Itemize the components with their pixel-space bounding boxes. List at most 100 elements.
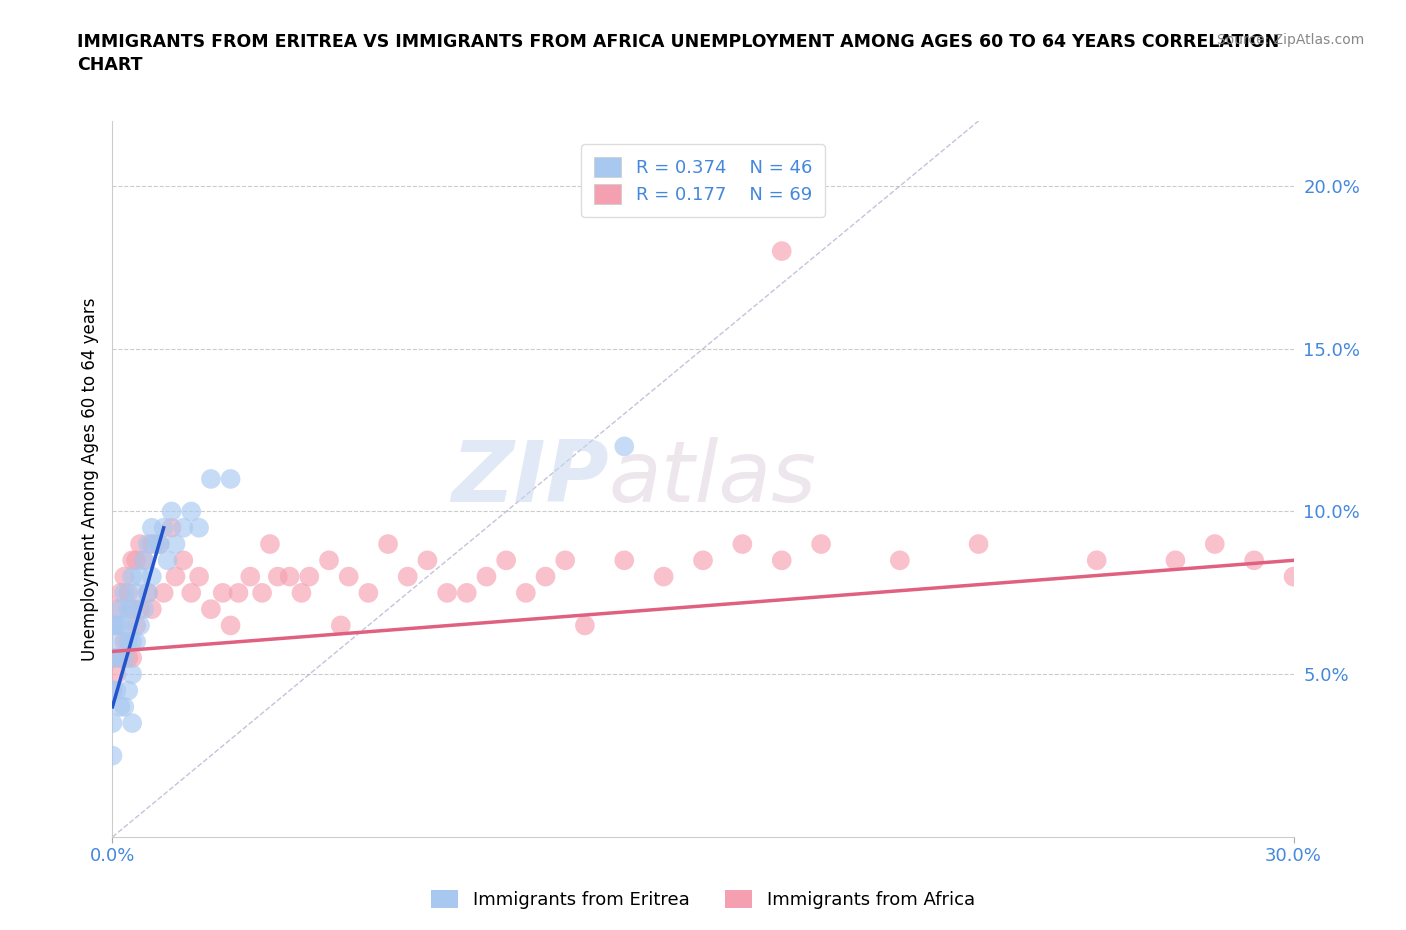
Point [160,521,183,536]
Point [396,569,419,584]
Point [239,569,262,584]
Point [259,537,281,551]
Point [112,569,135,584]
Point [117,586,139,601]
Point [298,569,321,584]
Point [141,521,163,536]
Point [141,537,163,551]
Point [172,552,194,567]
Point [267,569,290,584]
Point [110,634,132,649]
Point [810,537,832,551]
Point [278,569,301,584]
Point [515,586,537,601]
Point [117,683,139,698]
Point [141,569,163,584]
Point [105,667,128,682]
Point [377,537,399,551]
Point [105,602,128,617]
Point [105,651,128,666]
Point [250,586,273,601]
Point [534,569,557,584]
Point [110,699,132,714]
Point [105,683,128,698]
Point [129,618,152,633]
Point [136,537,159,551]
Point [337,569,360,584]
Point [121,552,143,567]
Point [770,552,793,567]
Point [180,504,202,519]
Point [152,586,174,601]
Point [228,586,250,601]
Point [125,618,148,633]
Point [574,618,596,633]
Point [416,552,439,567]
Point [290,586,312,601]
Text: atlas: atlas [609,437,817,521]
Point [101,651,124,666]
Point [188,521,211,536]
Point [117,602,139,617]
Point [132,602,155,617]
Point [731,537,754,551]
Point [1164,552,1187,567]
Y-axis label: Unemployment Among Ages 60 to 64 years: Unemployment Among Ages 60 to 64 years [80,298,98,660]
Point [101,716,124,731]
Point [613,552,636,567]
Point [132,552,155,567]
Point [770,244,793,259]
Legend: R = 0.374    N = 46, R = 0.177    N = 69: R = 0.374 N = 46, R = 0.177 N = 69 [582,144,824,217]
Point [101,683,124,698]
Point [456,586,478,601]
Point [121,602,143,617]
Point [125,552,148,567]
Point [967,537,990,551]
Point [318,552,340,567]
Point [101,651,124,666]
Point [357,586,380,601]
Point [436,586,458,601]
Point [152,521,174,536]
Point [112,586,135,601]
Point [129,537,152,551]
Point [121,602,143,617]
Point [112,618,135,633]
Point [125,634,148,649]
Point [132,552,155,567]
Point [1085,552,1108,567]
Point [329,618,352,633]
Point [219,618,242,633]
Point [165,537,187,551]
Point [101,683,124,698]
Point [110,651,132,666]
Point [121,667,143,682]
Text: Source: ZipAtlas.com: Source: ZipAtlas.com [1216,33,1364,46]
Point [160,504,183,519]
Point [172,521,194,536]
Point [1243,552,1265,567]
Point [121,569,143,584]
Point [149,537,172,551]
Point [495,552,517,567]
Point [475,569,498,584]
Point [112,699,135,714]
Point [145,537,167,551]
Point [652,569,675,584]
Point [180,586,202,601]
Point [129,602,152,617]
Point [121,716,143,731]
Point [219,472,242,486]
Point [105,618,128,633]
Point [110,618,132,633]
Point [112,651,135,666]
Point [889,552,911,567]
Point [101,748,124,763]
Point [156,552,179,567]
Point [121,634,143,649]
Point [1204,537,1226,551]
Point [121,651,143,666]
Point [141,602,163,617]
Legend: Immigrants from Eritrea, Immigrants from Africa: Immigrants from Eritrea, Immigrants from… [423,883,983,916]
Point [129,569,152,584]
